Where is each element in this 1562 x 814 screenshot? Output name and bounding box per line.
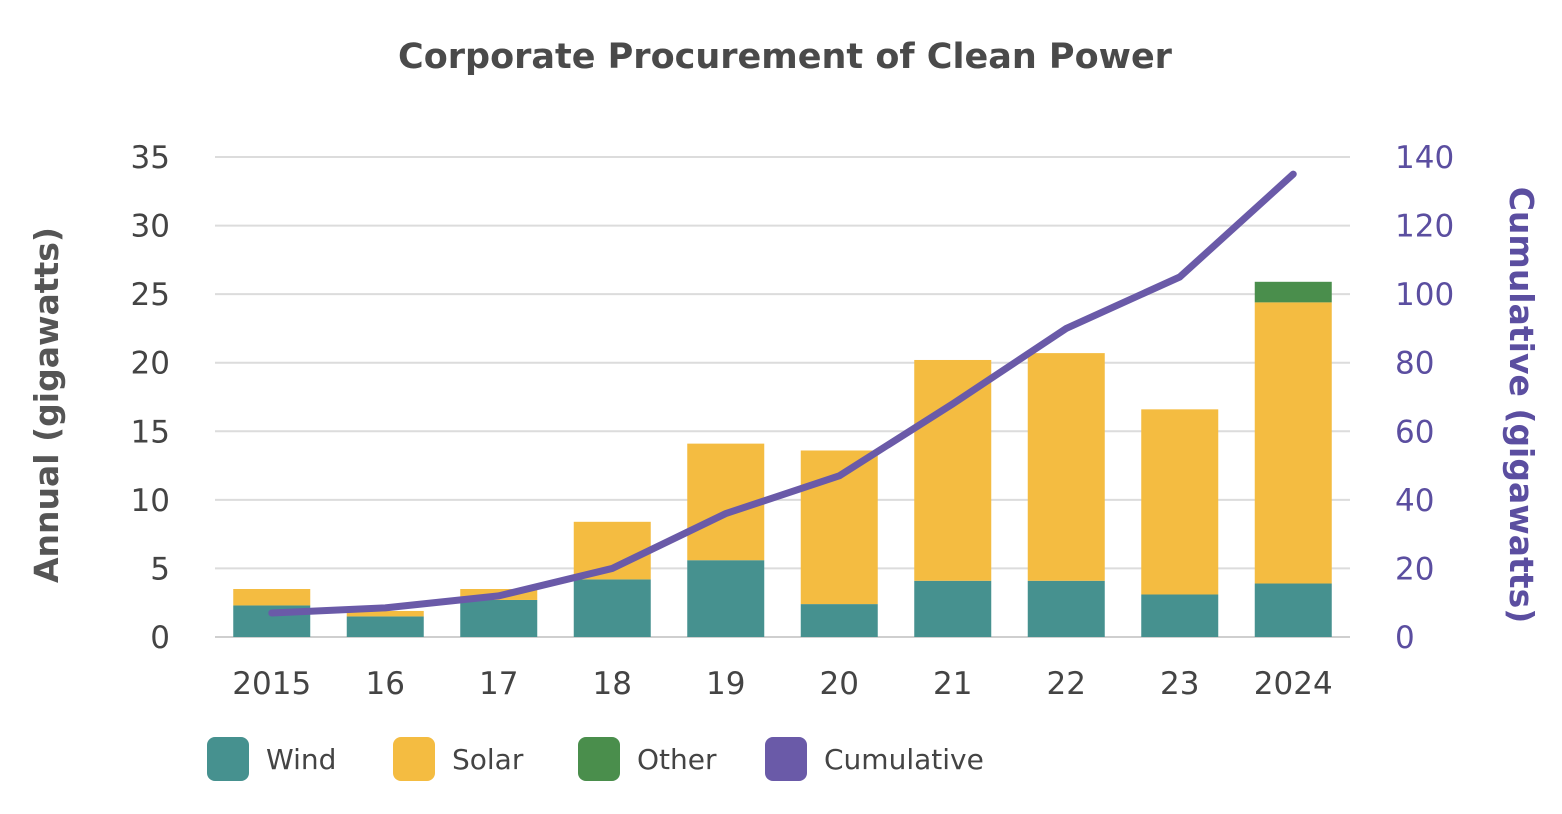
- x-tick-label: 19: [706, 666, 745, 702]
- bar-wind-2024: [1254, 583, 1332, 637]
- cumulative-line-layer: [268, 170, 1297, 617]
- left-axis-ticks: 0 5 10 15 20 25 30 35: [131, 140, 170, 656]
- left-tick-label: 20: [131, 346, 170, 382]
- left-tick-label: 30: [131, 209, 170, 245]
- left-tick-label: 5: [150, 551, 170, 587]
- right-tick-label: 100: [1395, 277, 1454, 313]
- bar-wind-22: [1027, 580, 1105, 637]
- bar-other-2024: [1254, 281, 1332, 303]
- legend-label-solar: Solar: [452, 743, 524, 776]
- right-axis-title: Cumulative (gigawatts): [1502, 187, 1541, 624]
- x-tick-label: 21: [933, 666, 972, 702]
- bars: [233, 281, 1332, 637]
- x-axis-ticks: 2015 16 17 18 19 20 21 22 23 2024: [232, 666, 1332, 702]
- legend-swatch-solar: [393, 737, 435, 781]
- bar-solar-21: [914, 359, 992, 581]
- bar-solar-23: [1141, 409, 1219, 595]
- right-tick-label: 120: [1395, 209, 1454, 245]
- legend-swatch-cumulative: [765, 737, 807, 781]
- bar-wind-17: [460, 599, 538, 637]
- x-tick-label: 2024: [1254, 666, 1333, 702]
- right-tick-label: 0: [1395, 620, 1415, 656]
- legend-swatch-wind: [207, 737, 249, 781]
- legend-label-other: Other: [637, 743, 717, 776]
- right-tick-label: 60: [1395, 414, 1434, 450]
- x-tick-label: 22: [1047, 666, 1086, 702]
- left-tick-label: 35: [131, 140, 170, 176]
- left-tick-label: 10: [131, 483, 170, 519]
- cumulative-line: [268, 170, 1297, 617]
- left-tick-label: 15: [131, 414, 170, 450]
- x-tick-label: 16: [366, 666, 405, 702]
- left-axis-title: Annual (gigawatts): [27, 227, 66, 583]
- x-tick-label: 20: [820, 666, 859, 702]
- right-tick-label: 20: [1395, 551, 1434, 587]
- x-tick-label: 23: [1160, 666, 1199, 702]
- right-tick-label: 40: [1395, 483, 1434, 519]
- legend-label-wind: Wind: [266, 743, 336, 776]
- legend-label-cumulative: Cumulative: [824, 743, 984, 776]
- x-tick-label: 2015: [232, 666, 311, 702]
- chart-title: Corporate Procurement of Clean Power: [398, 37, 1173, 77]
- bar-wind-18: [573, 579, 651, 637]
- right-axis-ticks: 0 20 40 60 80 100 120 140: [1395, 140, 1454, 656]
- bar-solar-2015: [233, 589, 311, 606]
- right-tick-label: 140: [1395, 140, 1454, 176]
- bar-solar-2024: [1254, 302, 1332, 584]
- bar-solar-22: [1027, 353, 1105, 581]
- bar-wind-20: [800, 604, 878, 637]
- bar-wind-23: [1141, 594, 1219, 637]
- bar-solar-16: [346, 610, 424, 617]
- left-tick-label: 25: [131, 277, 170, 313]
- legend-swatch-other: [578, 737, 620, 781]
- bar-wind-19: [687, 560, 765, 637]
- right-tick-label: 80: [1395, 346, 1434, 382]
- bar-wind-16: [346, 616, 424, 637]
- left-tick-label: 0: [150, 620, 170, 656]
- bar-wind-21: [914, 580, 992, 637]
- x-tick-label: 18: [593, 666, 632, 702]
- x-tick-label: 17: [479, 666, 518, 702]
- legend: Wind Solar Other Cumulative: [207, 737, 984, 781]
- gridlines: [215, 156, 1350, 638]
